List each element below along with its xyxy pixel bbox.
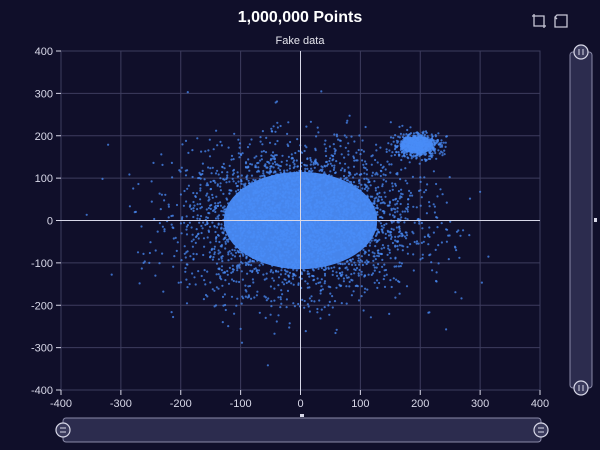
grip-icon <box>60 427 66 433</box>
y-datazoom-track[interactable] <box>569 51 593 389</box>
chart-subtitle: Fake data <box>275 35 325 47</box>
area-zoom-icon[interactable] <box>531 13 547 29</box>
grip-icon <box>578 49 584 55</box>
x-datazoom-end-handle[interactable] <box>533 422 549 438</box>
grip-icon <box>578 385 584 391</box>
x-datazoom-track[interactable] <box>62 417 542 443</box>
chart-title: 1,000,000 Points <box>237 9 363 26</box>
x-datazoom-start-handle[interactable] <box>55 422 71 438</box>
y-datazoom-end-handle[interactable] <box>573 44 589 60</box>
y-datazoom-mover-icon <box>594 218 597 222</box>
grip-icon <box>538 427 544 433</box>
zoom-reset-icon[interactable] <box>553 13 569 29</box>
x-datazoom-mover-icon <box>300 414 304 417</box>
y-datazoom-start-handle[interactable] <box>573 380 589 396</box>
